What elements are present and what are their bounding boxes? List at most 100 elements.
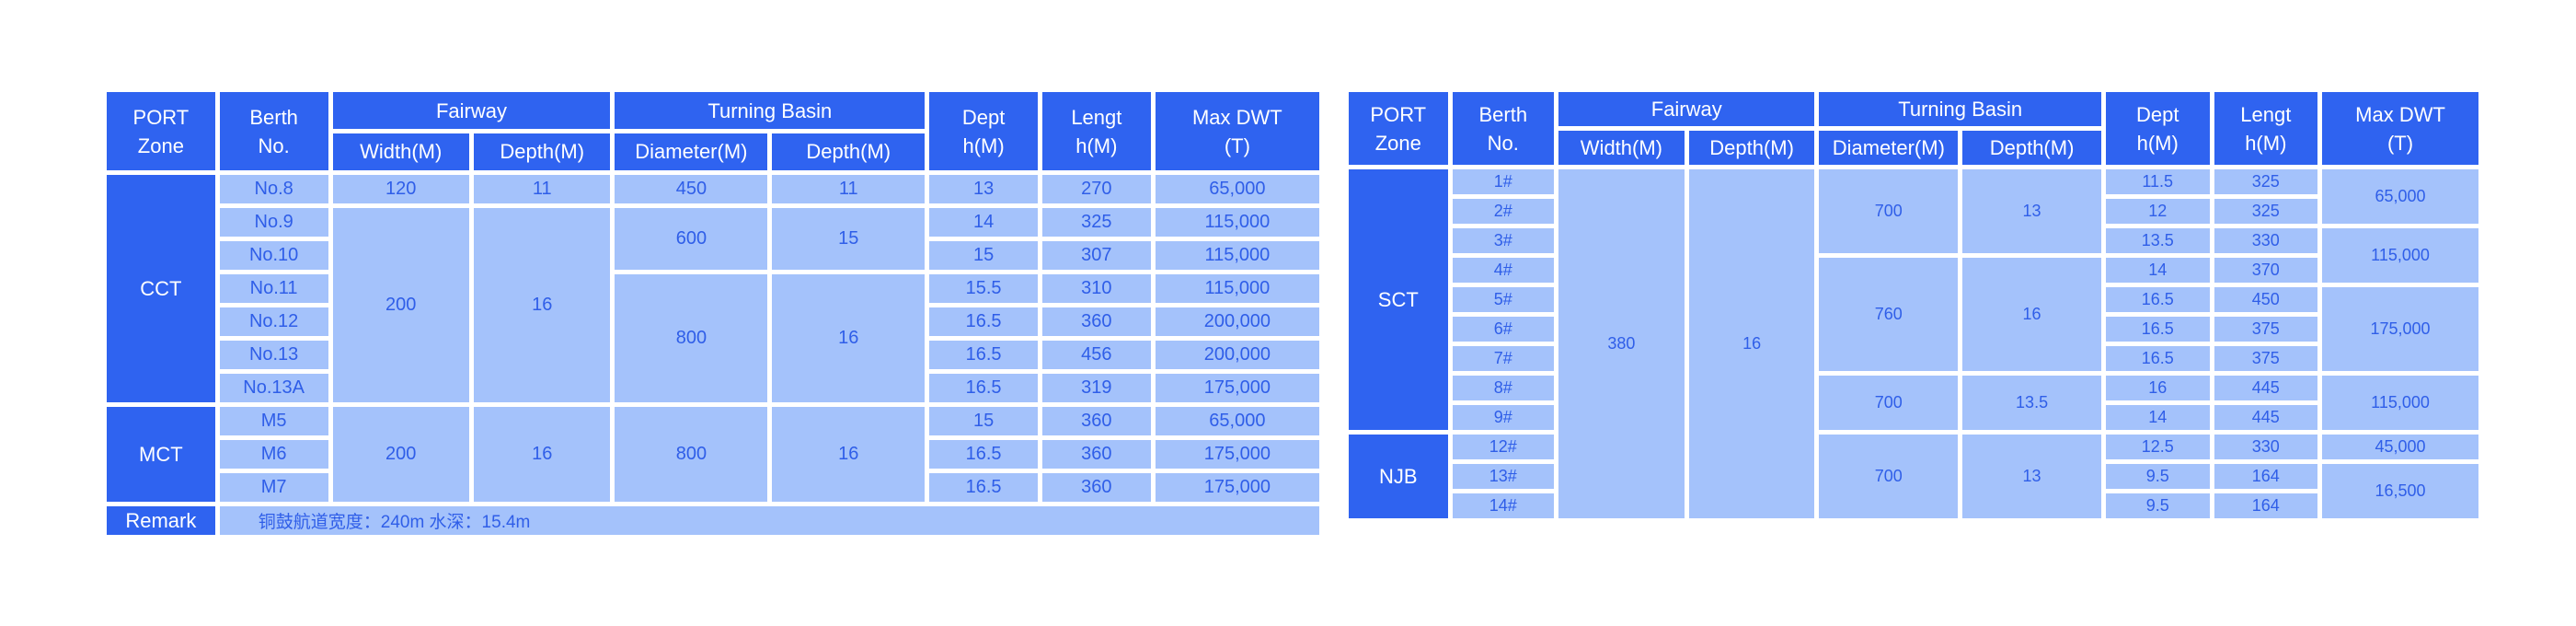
basin-depth-cell: 16 xyxy=(1962,258,2101,371)
depth-cell: 16.5 xyxy=(929,440,1038,469)
table-row: 6# 16.5 375 xyxy=(1349,317,2478,342)
dwt-cell: 65,000 xyxy=(2322,169,2478,224)
basin-depth-cell: 13 xyxy=(1962,435,2101,518)
length-cell: 360 xyxy=(1041,307,1151,336)
depth-cell: 13.5 xyxy=(2105,228,2210,253)
header-depth: Dept h(M) xyxy=(2105,92,2210,165)
berth-cell: No.11 xyxy=(219,274,328,303)
dwt-cell: 45,000 xyxy=(2322,435,2478,459)
berth-cell: 1# xyxy=(1452,169,1555,194)
table-row: 2# 12 325 xyxy=(1349,199,2478,224)
dwt-cell: 200,000 xyxy=(1155,307,1319,336)
length-cell: 330 xyxy=(2214,228,2318,253)
length-cell: 270 xyxy=(1041,175,1151,203)
zone-cct: CCT xyxy=(107,175,215,402)
remark-label: Remark xyxy=(107,506,215,535)
table-row: No.11 800 16 15.5 310 115,000 xyxy=(107,274,1319,402)
dwt-cell: 175,000 xyxy=(1155,473,1319,502)
table-row: 5# 16.5 450 175,000 xyxy=(1349,287,2478,371)
table-row: No.10 15 307 115,000 xyxy=(107,241,1319,270)
depth-cell: 9.5 xyxy=(2105,464,2210,489)
berth-cell: 12# xyxy=(1452,435,1555,459)
dwt-cell: 175,000 xyxy=(2322,287,2478,371)
dwt-cell: 115,000 xyxy=(1155,241,1319,270)
header-basin-diameter: Diameter(M) xyxy=(615,133,768,170)
berth-cell: No.10 xyxy=(219,241,328,270)
table-row: No.12 16.5 360 200,000 xyxy=(107,307,1319,336)
zone-mct: MCT xyxy=(107,407,215,502)
basin-depth-cell: 16 xyxy=(772,407,926,502)
length-cell: 325 xyxy=(2214,169,2318,194)
header-length: Lengt h(M) xyxy=(2214,92,2318,165)
basin-depth-cell: 13.5 xyxy=(1962,376,2101,430)
length-cell: 445 xyxy=(2214,376,2318,400)
header-fairway-depth: Depth(M) xyxy=(1688,131,1815,165)
fairway-width-cell: 120 xyxy=(332,175,469,203)
depth-cell: 9.5 xyxy=(2105,493,2210,518)
depth-cell: 16.5 xyxy=(929,473,1038,502)
port-table-left: PORT Zone Berth No. Fairway Turning Basi… xyxy=(102,87,1324,539)
depth-cell: 14 xyxy=(2105,258,2210,283)
table-row: No.13 16.5 456 200,000 xyxy=(107,341,1319,369)
fairway-width-cell: 380 xyxy=(1558,169,1685,518)
dwt-cell: 115,000 xyxy=(2322,228,2478,283)
berth-cell: 2# xyxy=(1452,199,1555,224)
basin-depth-cell: 15 xyxy=(772,208,926,270)
table-row: MCT M5 200 16 800 16 15 360 65,000 xyxy=(107,407,1319,502)
berth-cell: M6 xyxy=(219,440,328,469)
basin-diameter-cell: 760 xyxy=(1819,258,1959,371)
zone-sct: SCT xyxy=(1349,169,1448,430)
dwt-cell: 16,500 xyxy=(2322,464,2478,518)
remark-text: 铜鼓航道宽度：240m 水深：15.4m xyxy=(219,506,1319,535)
berth-cell: No.13 xyxy=(219,341,328,369)
header-fairway-width: Width(M) xyxy=(332,133,469,170)
basin-diameter-cell: 800 xyxy=(615,407,768,502)
length-cell: 445 xyxy=(2214,405,2318,430)
fairway-depth-cell: 11 xyxy=(473,175,611,203)
depth-cell: 16 xyxy=(2105,376,2210,400)
length-cell: 330 xyxy=(2214,435,2318,459)
depth-cell: 16.5 xyxy=(929,341,1038,369)
table-row: 8# 700 13.5 16 445 115,000 xyxy=(1349,376,2478,430)
header-berth: Berth No. xyxy=(1452,92,1555,165)
header-turning-basin: Turning Basin xyxy=(615,92,926,129)
depth-cell: 12 xyxy=(2105,199,2210,224)
basin-diameter-cell: 450 xyxy=(615,175,768,203)
berth-cell: 8# xyxy=(1452,376,1555,400)
length-cell: 360 xyxy=(1041,407,1151,435)
length-cell: 164 xyxy=(2214,493,2318,518)
table-row: M7 16.5 360 175,000 xyxy=(107,473,1319,502)
dwt-cell: 115,000 xyxy=(1155,274,1319,303)
depth-cell: 15 xyxy=(929,241,1038,270)
table-row: 14# 9.5 164 xyxy=(1349,493,2478,518)
berth-cell: 3# xyxy=(1452,228,1555,253)
basin-diameter-cell: 600 xyxy=(615,208,768,270)
length-cell: 360 xyxy=(1041,440,1151,469)
basin-depth-cell: 13 xyxy=(1962,169,2101,253)
berth-cell: 13# xyxy=(1452,464,1555,489)
depth-cell: 15.5 xyxy=(929,274,1038,303)
header-fairway: Fairway xyxy=(332,92,611,129)
basin-diameter-cell: 700 xyxy=(1819,435,1959,518)
length-cell: 370 xyxy=(2214,258,2318,283)
length-cell: 456 xyxy=(1041,341,1151,369)
table-row: 3# 13.5 330 115,000 xyxy=(1349,228,2478,283)
length-cell: 375 xyxy=(2214,346,2318,371)
length-cell: 310 xyxy=(1041,274,1151,303)
table-row: 9# 14 445 xyxy=(1349,405,2478,430)
fairway-width-cell: 200 xyxy=(332,208,469,402)
table-row: No.13A 16.5 319 175,000 xyxy=(107,374,1319,402)
depth-cell: 16.5 xyxy=(2105,317,2210,342)
header-port-zone: PORT Zone xyxy=(1349,92,1448,165)
depth-cell: 11.5 xyxy=(2105,169,2210,194)
berth-cell: 7# xyxy=(1452,346,1555,371)
length-cell: 360 xyxy=(1041,473,1151,502)
header-port-zone: PORT Zone xyxy=(107,92,215,170)
header-fairway: Fairway xyxy=(1558,92,1815,126)
table-row: NJB 12# 700 13 12.5 330 45,000 xyxy=(1349,435,2478,518)
table-row: 13# 9.5 164 16,500 xyxy=(1349,464,2478,518)
table-row: SCT 1# 380 16 700 13 11.5 325 65,000 xyxy=(1349,169,2478,518)
berth-cell: 5# xyxy=(1452,287,1555,312)
dwt-cell: 115,000 xyxy=(2322,376,2478,430)
fairway-depth-cell: 16 xyxy=(1688,169,1815,518)
